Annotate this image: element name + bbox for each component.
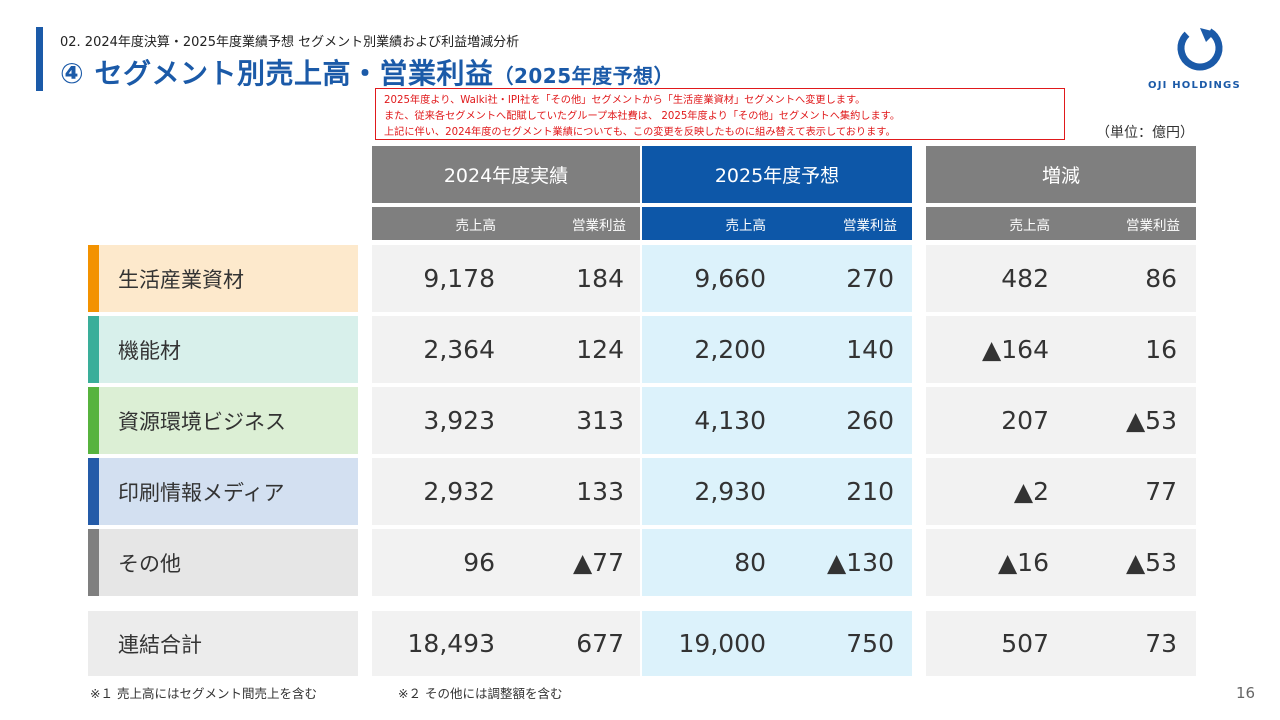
segment-label: 機能材 [88,316,358,383]
a-profit-value: 313 [576,405,624,435]
header-change: 増減 [926,146,1196,203]
f-profit-value: 270 [846,263,894,293]
f-sales-value: 2,200 [694,334,766,364]
total-a-sales-value: 18,493 [407,628,495,658]
c-sales-value: ▲16 [997,547,1049,577]
segment-name: 印刷情報メディア [118,480,285,505]
a-profit-value: 184 [576,263,624,293]
c-profit-value: 86 [1145,263,1177,293]
section-subtitle: 02. 2024年度決算・2025年度業績予想 セグメント別業績および利益増減分… [60,35,520,50]
subheader-actual-2024: 売上高 営業利益 [372,207,640,240]
a-sales-value: 9,178 [423,263,495,293]
cell-bg-forecast [642,316,912,383]
unit-label: （単位：億円） [1096,125,1194,141]
segment-name: その他 [118,551,181,576]
segment-color-stripe [88,316,99,383]
total-c-sales-value: 507 [1001,628,1049,658]
title-accent-bar [36,27,43,91]
f-profit-value: 210 [846,476,894,506]
footnote: ※２ その他には調整額を含む [398,686,563,701]
cell-bg-change [926,245,1196,312]
c-sales-value: 207 [1001,405,1049,435]
c-sales-value: 482 [1001,263,1049,293]
cell-bg-forecast [642,458,912,525]
cell-bg-change [926,316,1196,383]
f-sales-value: 9,660 [694,263,766,293]
segment-color-stripe [88,458,99,525]
cell-bg-change [926,458,1196,525]
total-c-profit-value: 73 [1145,628,1177,658]
a-sales-value: 2,932 [423,476,495,506]
cell-bg-actual [372,316,640,383]
c-profit-value: ▲53 [1125,547,1177,577]
a-profit-value: ▲77 [572,547,624,577]
subheader-forecast-2025: 売上高 営業利益 [642,207,912,240]
notice-line: また、従来各セグメントへ配賦していたグループ本社費は、 2025年度より「その他… [384,111,901,122]
f-profit-value: 140 [846,334,894,364]
cell-bg-forecast [642,387,912,454]
f-sales-value: 2,930 [694,476,766,506]
cell-bg-actual [372,611,640,676]
total-f-profit-value: 750 [846,628,894,658]
cell-bg-change [926,387,1196,454]
segment-name: 資源環境ビジネス [118,409,286,434]
f-sales-value: 4,130 [694,405,766,435]
cell-bg-forecast [642,529,912,596]
cell-bg-actual [372,245,640,312]
segment-name: 機能材 [118,338,181,363]
c-profit-value: 77 [1145,476,1177,506]
a-profit-value: 133 [576,476,624,506]
total-f-sales-value: 19,000 [678,628,766,658]
page-title-sub: （2025年度予想） [493,64,675,88]
cell-bg-change [926,529,1196,596]
segment-color-stripe [88,245,99,312]
subheader-sales: 売上高 [1009,217,1051,234]
c-profit-value: 16 [1145,334,1177,364]
subheader-profit: 営業利益 [843,217,897,234]
segment-color-stripe [88,529,99,596]
header-actual-2024: 2024年度実績 [372,146,640,203]
segment-name: 生活産業資材 [118,267,244,292]
cell-bg-forecast [642,245,912,312]
notice-box: 2025年度より、Walki社・IPI社を「その他」セグメントから「生活産業資材… [375,88,1065,140]
a-sales-value: 3,923 [423,405,495,435]
cell-bg-change [926,611,1196,676]
f-profit-value: 260 [846,405,894,435]
segment-label: 生活産業資材 [88,245,358,312]
cell-bg-actual [372,529,640,596]
page-title: ④ セグメント別売上高・営業利益（2025年度予想） [60,52,674,92]
a-sales-value: 96 [463,547,495,577]
segment-label: その他 [88,529,358,596]
subheader-sales: 売上高 [455,217,497,234]
page-title-main: ④ セグメント別売上高・営業利益 [60,57,494,90]
total-a-profit-value: 677 [576,628,624,658]
notice-line: 2025年度より、Walki社・IPI社を「その他」セグメントから「生活産業資材… [384,95,866,106]
segment-label: 印刷情報メディア [88,458,358,525]
f-sales-value: 80 [734,547,766,577]
oji-ring-logo-icon [1170,24,1230,74]
cell-bg-actual [372,458,640,525]
c-sales-value: ▲2 [1013,476,1049,506]
cell-bg-actual [372,387,640,454]
segment-color-stripe [88,387,99,454]
c-profit-value: ▲53 [1125,405,1177,435]
a-sales-value: 2,364 [423,334,495,364]
footnote: ※１ 売上高にはセグメント間売上を含む [90,686,317,701]
page-number: 16 [1236,684,1256,702]
subheader-change: 売上高 営業利益 [926,207,1196,240]
c-sales-value: ▲164 [982,334,1049,364]
header-forecast-2025: 2025年度予想 [642,146,912,203]
cell-bg-forecast [642,611,912,676]
segment-name: 連結合計 [118,632,202,657]
subheader-sales: 売上高 [725,217,767,234]
notice-line: 上記に伴い、2024年度のセグメント業績についても、この変更を反映したものに組み… [384,127,896,138]
total-row-label: 連結合計 [88,611,358,676]
subheader-profit: 営業利益 [1126,217,1180,234]
logo-text: OJI HOLDINGS [1148,80,1241,91]
a-profit-value: 124 [576,334,624,364]
segment-label: 資源環境ビジネス [88,387,358,454]
subheader-profit: 営業利益 [572,217,626,234]
f-profit-value: ▲130 [827,547,894,577]
